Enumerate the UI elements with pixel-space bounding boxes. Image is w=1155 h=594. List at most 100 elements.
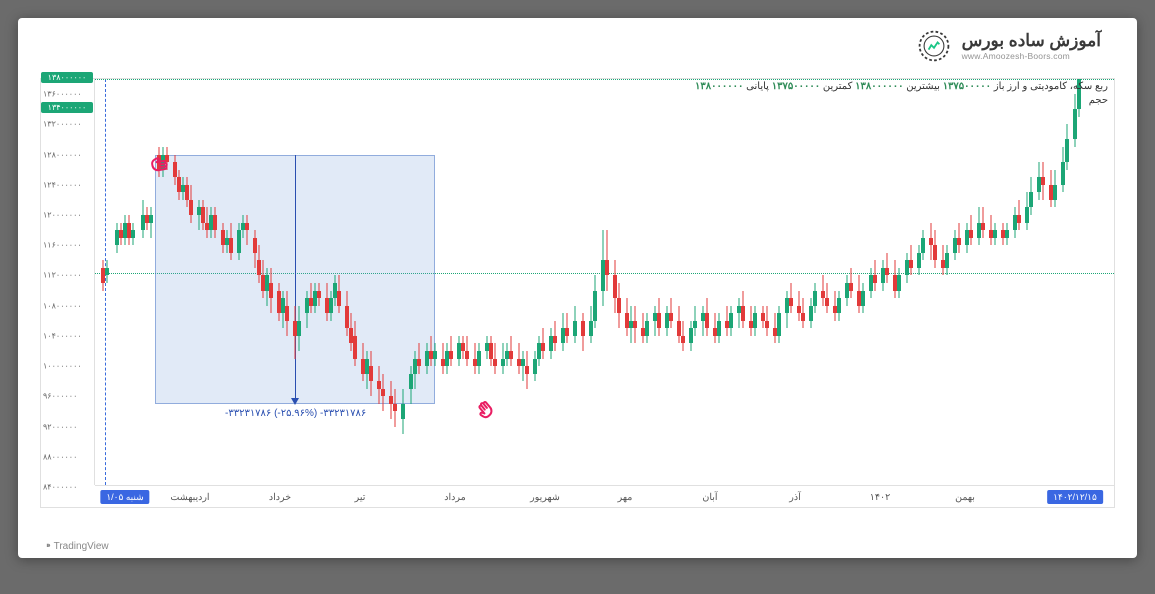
candle[interactable] <box>981 79 985 485</box>
candle[interactable] <box>573 79 577 485</box>
logo-subtitle: www.Amoozesh-Boors.com <box>962 51 1070 61</box>
candle[interactable] <box>693 79 697 485</box>
candle[interactable] <box>417 79 421 485</box>
candle[interactable] <box>825 79 829 485</box>
candle[interactable] <box>581 79 585 485</box>
x-axis-label: شهریور <box>530 492 560 503</box>
candle[interactable] <box>477 79 481 485</box>
y-axis-label: ۹۲۰۰۰۰۰۰ <box>43 422 77 431</box>
y-axis-label: ۱۳۸۰۰۰۰۰۰ <box>41 72 93 83</box>
y-axis-label: ۹۶۰۰۰۰۰۰ <box>43 392 77 401</box>
candle[interactable] <box>957 79 961 485</box>
y-axis-label: ۸۴۰۰۰۰۰۰ <box>43 483 77 492</box>
candle[interactable] <box>681 79 685 485</box>
candle[interactable] <box>1005 79 1009 485</box>
candle[interactable] <box>149 79 153 485</box>
y-axis-label: ۱۱۶۰۰۰۰۰۰ <box>43 241 82 250</box>
candle[interactable] <box>729 79 733 485</box>
x-axis-label: آبان <box>702 492 717 503</box>
candle[interactable] <box>849 79 853 485</box>
candle[interactable] <box>753 79 757 485</box>
candle[interactable] <box>933 79 937 485</box>
candle[interactable] <box>105 79 109 485</box>
candle[interactable] <box>861 79 865 485</box>
candle[interactable] <box>765 79 769 485</box>
candle[interactable] <box>509 79 513 485</box>
candle[interactable] <box>1053 79 1057 485</box>
candle[interactable] <box>401 79 405 485</box>
candle[interactable] <box>1017 79 1021 485</box>
chart-area[interactable]: ربع سکه، کامودیتی و ارز باز ۱۳۷۵۰۰۰۰۰ بی… <box>40 78 1115 508</box>
candle[interactable] <box>525 79 529 485</box>
candle[interactable] <box>909 79 913 485</box>
candle[interactable] <box>837 79 841 485</box>
y-axis-label: ۱۲۸۰۰۰۰۰۰ <box>43 150 82 159</box>
candle[interactable] <box>605 79 609 485</box>
candle[interactable] <box>381 79 385 485</box>
globe-chart-icon <box>916 28 952 64</box>
candle[interactable] <box>617 79 621 485</box>
candle[interactable] <box>269 79 273 485</box>
candle[interactable] <box>541 79 545 485</box>
candle[interactable] <box>801 79 805 485</box>
logo-title: آموزش ساده بورس <box>962 31 1101 51</box>
candle[interactable] <box>777 79 781 485</box>
candle[interactable] <box>369 79 373 485</box>
candle[interactable] <box>813 79 817 485</box>
candle[interactable] <box>669 79 673 485</box>
plot-area[interactable]: -۳۳۲۳۱۷۸۶ (-۲۵.۹۶%) -۳۳۲۳۱۷۸۶ <box>95 79 1114 485</box>
ohlc-info: ربع سکه، کامودیتی و ارز باز ۱۳۷۵۰۰۰۰۰ بی… <box>101 81 1108 92</box>
candle[interactable] <box>131 79 135 485</box>
candle[interactable] <box>297 79 301 485</box>
x-axis-label: ۱۴۰۲ <box>870 492 890 503</box>
candle[interactable] <box>353 79 357 485</box>
candle[interactable] <box>593 79 597 485</box>
header: آموزش ساده بورس www.Amoozesh-Boors.com <box>18 18 1137 70</box>
x-axis-label: اردیبهشت <box>170 492 209 503</box>
candle[interactable] <box>645 79 649 485</box>
candle[interactable] <box>553 79 557 485</box>
candle[interactable] <box>633 79 637 485</box>
candle[interactable] <box>717 79 721 485</box>
y-axis-label: ۱۰۰۰۰۰۰۰۰ <box>43 362 82 371</box>
candle[interactable] <box>449 79 453 485</box>
candle[interactable] <box>285 79 289 485</box>
y-axis-label: ۱۰۴۰۰۰۰۰۰ <box>43 331 82 340</box>
candle[interactable] <box>741 79 745 485</box>
candle[interactable] <box>317 79 321 485</box>
candle[interactable] <box>229 79 233 485</box>
candle[interactable] <box>885 79 889 485</box>
candle[interactable] <box>1065 79 1069 485</box>
candle[interactable] <box>337 79 341 485</box>
x-axis: شنبه ۱/۰۵اردیبهشتخردادتیرمردادشهریورمهرآ… <box>95 485 1114 507</box>
logo: آموزش ساده بورس www.Amoozesh-Boors.com <box>916 28 1101 64</box>
y-axis-label: ۱۳۶۰۰۰۰۰۰ <box>43 90 82 99</box>
candle[interactable] <box>789 79 793 485</box>
x-axis-label: آذر <box>789 492 800 503</box>
candle[interactable] <box>657 79 661 485</box>
candle[interactable] <box>189 79 193 485</box>
candle[interactable] <box>465 79 469 485</box>
candle[interactable] <box>393 79 397 485</box>
x-axis-label: شنبه ۱/۰۵ <box>100 492 149 503</box>
x-axis-label: مهر <box>618 492 633 503</box>
candle[interactable] <box>873 79 877 485</box>
candle[interactable] <box>433 79 437 485</box>
candle[interactable] <box>921 79 925 485</box>
candle[interactable] <box>945 79 949 485</box>
y-axis-label: ۸۸۰۰۰۰۰۰ <box>43 452 77 461</box>
candle[interactable] <box>245 79 249 485</box>
candle[interactable] <box>213 79 217 485</box>
candle[interactable] <box>705 79 709 485</box>
candle[interactable] <box>897 79 901 485</box>
candle[interactable] <box>1029 79 1033 485</box>
y-axis-label: ۱۳۴۰۰۰۰۰۰ <box>41 102 93 113</box>
candle[interactable] <box>969 79 973 485</box>
candle[interactable] <box>565 79 569 485</box>
candle[interactable] <box>1077 79 1081 485</box>
candle[interactable] <box>993 79 997 485</box>
candle[interactable] <box>165 79 169 485</box>
y-axis-label: ۱۰۸۰۰۰۰۰۰ <box>43 301 82 310</box>
candle[interactable] <box>1041 79 1045 485</box>
app-frame: آموزش ساده بورس www.Amoozesh-Boors.com ر… <box>18 18 1137 558</box>
